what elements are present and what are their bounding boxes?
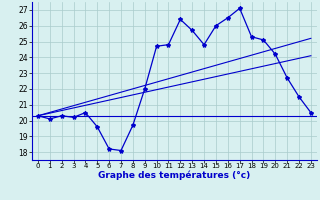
X-axis label: Graphe des températures (°c): Graphe des températures (°c) xyxy=(98,171,251,180)
